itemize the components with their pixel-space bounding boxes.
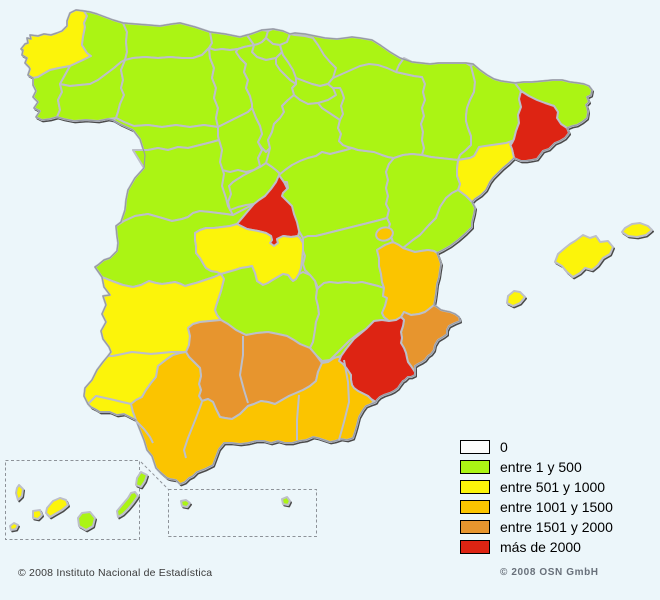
svg-text:0: 0 bbox=[500, 439, 508, 455]
svg-text:entre 1 y 500: entre 1 y 500 bbox=[500, 459, 582, 475]
svg-text:© 2008 Instituto Nacional de E: © 2008 Instituto Nacional de Estadística bbox=[18, 567, 212, 579]
svg-text:entre 1501 y 2000: entre 1501 y 2000 bbox=[500, 519, 613, 535]
svg-text:entre 501 y 1000: entre 501 y 1000 bbox=[500, 479, 605, 495]
svg-text:© 2008 OSN GmbH: © 2008 OSN GmbH bbox=[500, 567, 599, 578]
svg-text:entre 1001 y 1500: entre 1001 y 1500 bbox=[500, 499, 613, 515]
svg-text:más de 2000: más de 2000 bbox=[500, 539, 581, 555]
